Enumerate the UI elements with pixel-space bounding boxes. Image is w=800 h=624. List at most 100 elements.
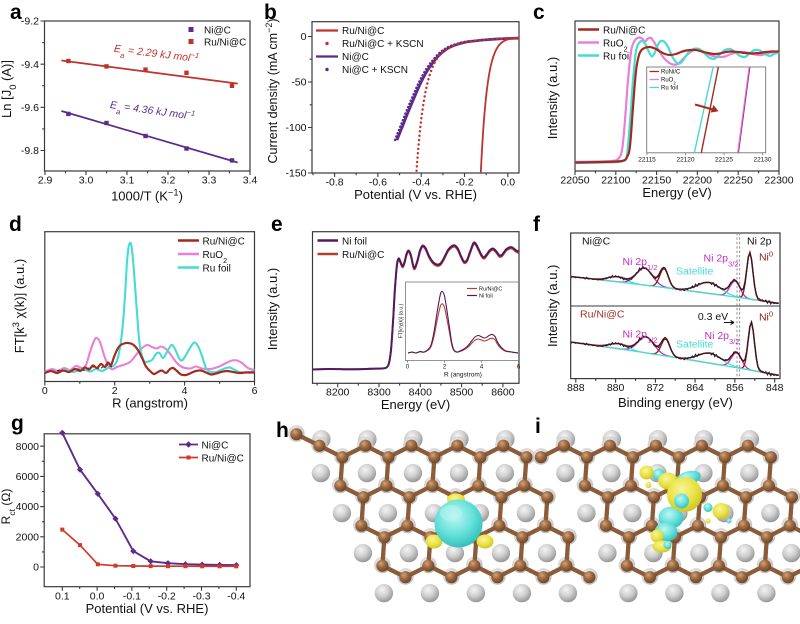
- svg-text:FT[k3 χ(k)] (a.u.): FT[k3 χ(k)] (a.u.): [11, 259, 27, 353]
- svg-text:Ru/Ni@C: Ru/Ni@C: [204, 38, 246, 49]
- svg-text:864: 864: [686, 382, 704, 394]
- svg-text:880: 880: [607, 382, 625, 394]
- svg-text:6000: 6000: [16, 471, 40, 483]
- svg-text:-0.1: -0.1: [123, 591, 141, 603]
- svg-text:Energy (eV): Energy (eV): [381, 397, 450, 412]
- svg-text:R (angstrom): R (angstrom): [444, 372, 482, 379]
- svg-text:Ru/Ni@C: Ru/Ni@C: [479, 287, 502, 293]
- svg-text:8000: 8000: [16, 441, 40, 453]
- svg-text:-0.3: -0.3: [192, 591, 210, 603]
- svg-text:-9.2: -9.2: [21, 16, 39, 28]
- svg-text:Ni@C + KSCN: Ni@C + KSCN: [342, 65, 408, 76]
- svg-text:888: 888: [567, 382, 585, 394]
- svg-text:22125: 22125: [715, 157, 733, 164]
- svg-text:0.1: 0.1: [55, 591, 70, 603]
- svg-text:4: 4: [182, 385, 188, 397]
- svg-text:22100: 22100: [601, 175, 630, 187]
- svg-text:Ru/Ni@C: Ru/Ni@C: [603, 26, 645, 37]
- svg-text:22115: 22115: [638, 157, 656, 164]
- svg-text:-100: -100: [285, 122, 306, 134]
- svg-text:Ni@C: Ni@C: [202, 441, 229, 452]
- svg-text:3.1: 3.1: [120, 175, 135, 187]
- svg-text:6: 6: [517, 365, 521, 371]
- svg-text:0: 0: [33, 562, 39, 574]
- svg-text:-0.6: -0.6: [369, 177, 387, 189]
- svg-text:0.3 eV: 0.3 eV: [698, 311, 728, 323]
- svg-text:Ru/Ni@C: Ru/Ni@C: [202, 454, 244, 465]
- svg-text:22130: 22130: [753, 157, 771, 164]
- svg-text:Binding energy (eV): Binding energy (eV): [618, 395, 733, 410]
- svg-text:3.0: 3.0: [79, 175, 94, 187]
- svg-text:3.2: 3.2: [161, 175, 176, 187]
- svg-text:Ln [J0 (A)]: Ln [J0 (A)]: [0, 60, 18, 118]
- svg-text:2: 2: [443, 365, 447, 371]
- svg-text:-0.2: -0.2: [455, 177, 473, 189]
- svg-text:2.9: 2.9: [38, 175, 53, 187]
- svg-text:Ru/Ni@C: Ru/Ni@C: [342, 26, 384, 37]
- svg-text:a: a: [10, 1, 22, 24]
- svg-text:RuO2: RuO2: [661, 78, 676, 86]
- svg-text:8600: 8600: [491, 387, 515, 399]
- svg-text:-150: -150: [285, 168, 306, 180]
- svg-text:Ru foil: Ru foil: [203, 264, 231, 275]
- svg-text:FT[k³χ(k)] (a.u.): FT[k³χ(k)] (a.u.): [399, 303, 405, 338]
- svg-text:c: c: [533, 1, 545, 24]
- svg-text:1000/T (K−1): 1000/T (K−1): [111, 188, 183, 204]
- svg-text:Potential (V vs. RHE): Potential (V vs. RHE): [354, 187, 477, 202]
- svg-text:3.3: 3.3: [202, 175, 217, 187]
- svg-text:e: e: [271, 213, 283, 236]
- svg-text:856: 856: [726, 382, 744, 394]
- svg-text:RuNi/C: RuNi/C: [661, 70, 681, 76]
- svg-text:-9.8: -9.8: [21, 145, 39, 157]
- svg-text:8300: 8300: [367, 387, 391, 399]
- svg-text:-50: -50: [291, 77, 306, 89]
- svg-text:-9.6: -9.6: [21, 102, 39, 114]
- svg-text:Ni@C: Ni@C: [342, 52, 369, 63]
- svg-text:0.0: 0.0: [90, 591, 105, 603]
- svg-text:d: d: [9, 213, 22, 236]
- svg-text:RuO2: RuO2: [603, 39, 628, 54]
- svg-text:Ru/Ni@C: Ru/Ni@C: [580, 309, 625, 321]
- svg-text:Ni foil: Ni foil: [479, 294, 493, 300]
- svg-text:Ru foil: Ru foil: [603, 52, 631, 63]
- svg-text:Ni@C: Ni@C: [204, 26, 231, 37]
- svg-text:RuO2: RuO2: [203, 250, 228, 265]
- svg-text:f: f: [533, 213, 541, 236]
- svg-text:-0.4: -0.4: [227, 591, 245, 603]
- svg-text:8500: 8500: [450, 387, 474, 399]
- svg-text:Ni foil: Ni foil: [342, 237, 367, 248]
- svg-text:2000: 2000: [16, 531, 40, 543]
- svg-text:2: 2: [112, 385, 118, 397]
- svg-text:3.4: 3.4: [243, 175, 258, 187]
- svg-text:Intensity (a.u.): Intensity (a.u.): [545, 57, 560, 139]
- svg-text:8400: 8400: [409, 387, 433, 399]
- svg-text:0.0: 0.0: [500, 177, 515, 189]
- svg-text:Current density (mA cm−2): Current density (mA cm−2): [264, 18, 280, 163]
- svg-text:0: 0: [42, 385, 48, 397]
- svg-text:R (angstrom): R (angstrom): [112, 396, 188, 411]
- svg-text:-0.2: -0.2: [158, 591, 176, 603]
- svg-text:22050: 22050: [560, 175, 589, 187]
- svg-text:22200: 22200: [683, 175, 712, 187]
- svg-text:i: i: [535, 415, 541, 438]
- svg-text:22150: 22150: [642, 175, 671, 187]
- svg-text:-0.8: -0.8: [326, 177, 344, 189]
- svg-text:848: 848: [766, 382, 784, 394]
- svg-text:Ru foil: Ru foil: [661, 86, 678, 92]
- svg-text:Satellite: Satellite: [676, 266, 714, 278]
- svg-text:4: 4: [480, 365, 484, 371]
- svg-text:22250: 22250: [724, 175, 753, 187]
- svg-text:8200: 8200: [326, 387, 350, 399]
- svg-text:Intensity (a.u.): Intensity (a.u.): [545, 265, 560, 347]
- svg-text:g: g: [11, 412, 24, 435]
- svg-text:Satellite: Satellite: [676, 339, 714, 351]
- svg-text:Ru/Ni@C: Ru/Ni@C: [342, 250, 384, 261]
- svg-text:-0.4: -0.4: [412, 177, 430, 189]
- svg-text:-9.4: -9.4: [21, 59, 39, 71]
- svg-text:4000: 4000: [16, 501, 40, 513]
- svg-text:h: h: [276, 419, 289, 442]
- svg-text:22300: 22300: [764, 175, 793, 187]
- svg-text:Ni 2p: Ni 2p: [747, 236, 772, 248]
- svg-text:Potential (V vs. RHE): Potential (V vs. RHE): [86, 601, 209, 616]
- svg-text:Ru/Ni@C: Ru/Ni@C: [203, 237, 245, 248]
